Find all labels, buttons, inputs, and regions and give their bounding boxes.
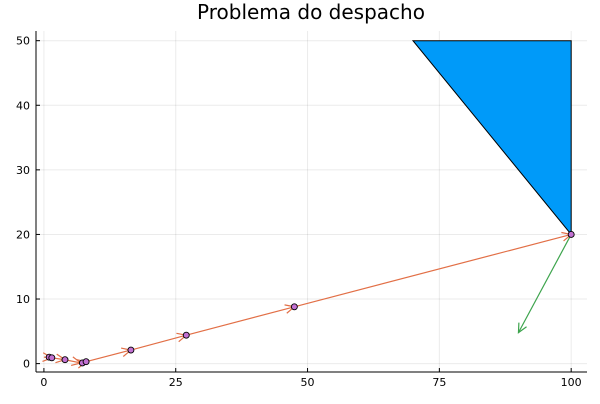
iterate-point: [290, 303, 298, 311]
path-segment: [186, 306, 295, 336]
path-segment: [85, 349, 132, 363]
iterate-point: [182, 331, 190, 339]
y-tick-label: 30: [16, 164, 30, 177]
marker-layer: [45, 230, 575, 367]
y-tick-label: 10: [16, 293, 30, 306]
plot-area: [42, 40, 573, 369]
x-tick-label: 100: [561, 376, 582, 389]
iterate-point: [127, 346, 135, 354]
gradient-arrow-line: [517, 234, 572, 333]
chart-title: Problema do despacho: [197, 0, 425, 24]
iterate-point: [61, 356, 69, 364]
y-tick-label: 40: [16, 99, 30, 112]
path-segment: [130, 334, 187, 351]
x-tick-label: 50: [301, 376, 315, 389]
y-tick-label: 20: [16, 228, 30, 241]
y-tick-label: 50: [16, 35, 30, 48]
feasible-region-polygon: [411, 40, 572, 236]
iterate-point: [567, 230, 575, 238]
path-segment: [294, 233, 572, 308]
x-axis-ticks: 0 25 50 75 100: [40, 368, 582, 389]
x-tick-label: 25: [169, 376, 183, 389]
iterate-point: [82, 358, 90, 366]
x-tick-label: 75: [432, 376, 446, 389]
gradient-arrow-head: [517, 322, 527, 334]
y-tick-label: 0: [23, 358, 30, 371]
iterate-point: [48, 354, 56, 362]
x-tick-label: 0: [40, 376, 47, 389]
axes-spines: [35, 31, 587, 373]
y-axis-ticks: 0 10 20 30 40 50: [16, 35, 40, 371]
